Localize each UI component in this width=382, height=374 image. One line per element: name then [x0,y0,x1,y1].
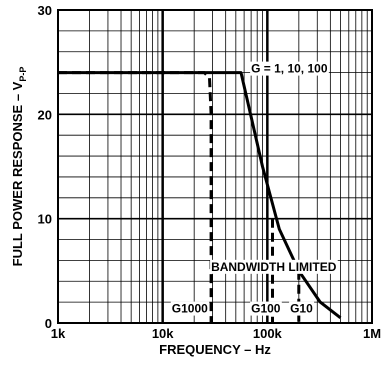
annotation-backing [250,301,282,316]
y-tick-label: 20 [38,107,52,122]
annotation-label: BANDWIDTH LIMITED [211,260,337,274]
annotation-backing [170,301,210,316]
y-tick-label: 30 [38,3,52,18]
annotation-backing [250,61,329,76]
y-tick-label: 10 [38,212,52,227]
x-tick-label: 1M [363,326,381,341]
y-axis-title-main: FULL POWER RESPONSE – V [10,81,25,266]
plot-frame [57,9,373,324]
grid [58,10,372,323]
annotation-label: G1000 [172,302,208,316]
annotation-backing [289,301,315,316]
annotations: G = 1, 10, 100 BANDWIDTH LIMITED G1000 G100… [170,61,338,316]
series-line-g1000 [58,71,213,323]
annotation-backing [210,259,338,274]
annotation-label: G100 [251,302,281,316]
tick-labels: 1k 10k 100k 1M 0 10 20 30 [38,3,382,341]
x-tick-label: 100k [253,326,283,341]
annotation-label: G = 1, 10, 100 [251,62,328,76]
y-axis-title-group: FULL POWER RESPONSE – VP-P [10,67,28,267]
x-tick-label: 1k [51,326,66,341]
annotation-label: G10 [290,302,313,316]
y-axis-title-subscript: P-P [18,67,28,82]
y-tick-label: 0 [45,316,52,331]
series-line-g-1-10-100 [58,71,342,319]
x-tick-label: 10k [152,326,174,341]
x-axis-title: FREQUENCY – Hz [159,342,271,357]
y-axis-title: FULL POWER RESPONSE – VP-P [10,67,28,267]
